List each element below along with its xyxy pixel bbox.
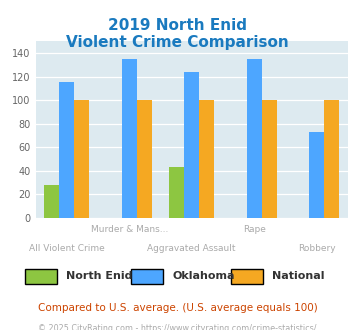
FancyBboxPatch shape (131, 269, 163, 284)
Bar (309, 132, 324, 218)
Text: Oklahoma: Oklahoma (172, 271, 235, 281)
Bar (59, 82, 74, 218)
Bar (199, 100, 214, 218)
Bar (184, 72, 199, 218)
Text: Violent Crime Comparison: Violent Crime Comparison (66, 35, 289, 50)
Text: National: National (272, 271, 324, 281)
Bar (262, 100, 277, 218)
Bar (137, 100, 152, 218)
Text: 2019 North Enid: 2019 North Enid (108, 18, 247, 33)
Text: All Violent Crime: All Violent Crime (29, 244, 105, 253)
Text: Robbery: Robbery (298, 244, 335, 253)
Bar (74, 100, 89, 218)
FancyBboxPatch shape (25, 269, 57, 284)
Bar (324, 100, 339, 218)
FancyBboxPatch shape (231, 269, 263, 284)
Bar (247, 59, 262, 218)
Bar (122, 59, 137, 218)
Text: North Enid: North Enid (66, 271, 132, 281)
Text: © 2025 CityRating.com - https://www.cityrating.com/crime-statistics/: © 2025 CityRating.com - https://www.city… (38, 324, 317, 330)
Text: Aggravated Assault: Aggravated Assault (147, 244, 236, 253)
Text: Murder & Mans...: Murder & Mans... (91, 225, 168, 234)
Bar (44, 185, 59, 218)
Text: Compared to U.S. average. (U.S. average equals 100): Compared to U.S. average. (U.S. average … (38, 303, 317, 313)
Bar (169, 167, 184, 218)
Text: Rape: Rape (243, 225, 266, 234)
